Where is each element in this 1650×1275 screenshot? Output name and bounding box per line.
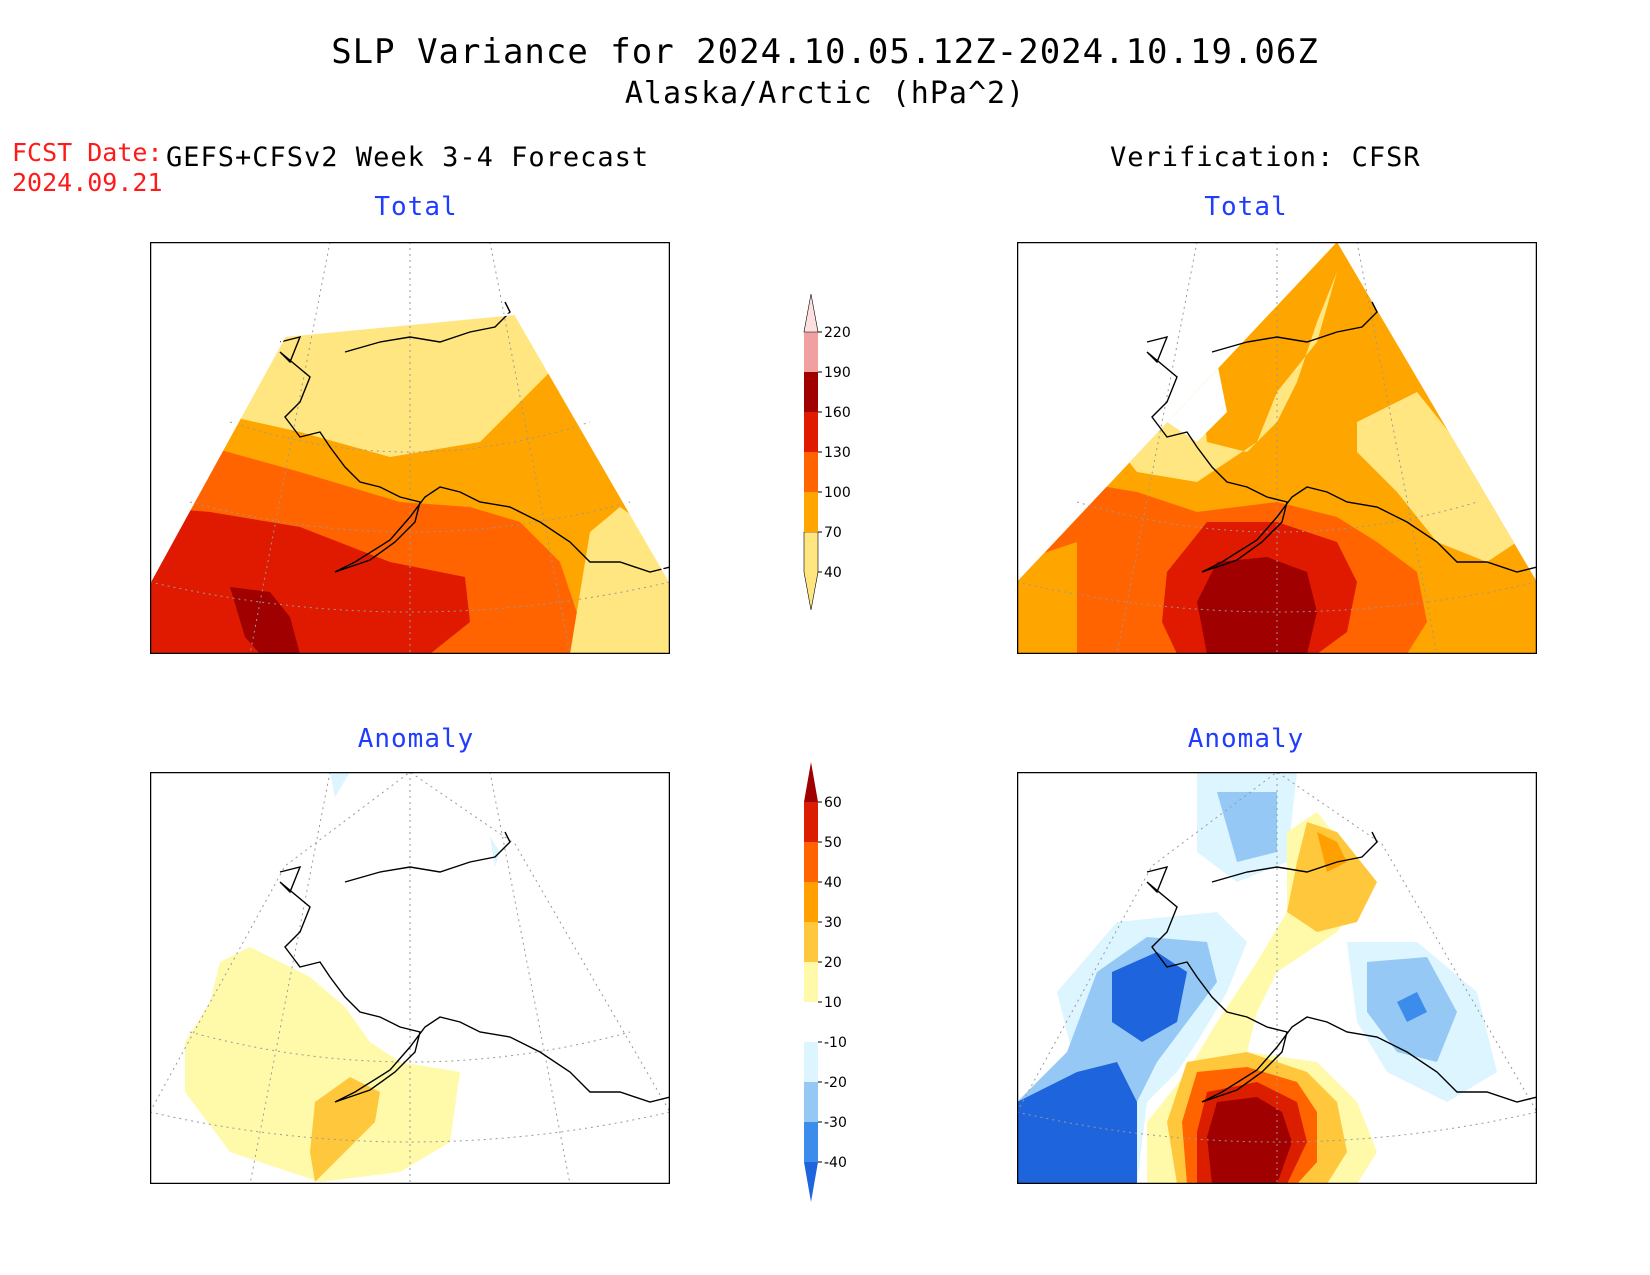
shade-10-20 — [185, 947, 460, 1182]
shade-130-160 — [150, 507, 470, 654]
forecast-anomaly-title: Anomaly — [357, 724, 475, 754]
colorbar-swatch — [804, 802, 818, 842]
shade-20-30 — [1287, 822, 1377, 932]
panel-frame — [150, 242, 670, 654]
arctic-coastline — [344, 831, 511, 883]
colorbar-swatch — [804, 922, 818, 962]
shade-neg10 — [330, 772, 350, 797]
colorbar-swatch — [804, 452, 818, 492]
colorbar-swatch — [804, 882, 818, 922]
colorbar-swatch — [804, 332, 818, 372]
shade-neg10-east — [490, 837, 500, 867]
verification-anomaly-title: Anomaly — [1187, 724, 1305, 754]
graticule — [1017, 772, 1537, 1184]
colorbar-tick-label: 40 — [824, 875, 842, 891]
shade-neg30-east — [1397, 992, 1427, 1022]
shade-40-70-east — [570, 507, 670, 654]
forecast-total-title: Total — [374, 192, 458, 222]
shade-neg20-north — [1217, 792, 1277, 862]
shade-neg30 — [1112, 952, 1187, 1042]
colorbar-tick-label: 10 — [824, 995, 842, 1011]
fcst-date-value: 2024.09.21 — [12, 168, 163, 197]
shade-neg40 — [1017, 1062, 1137, 1184]
colorbar-tick-label: 220 — [824, 325, 851, 341]
colorbar-swatch — [804, 412, 818, 452]
colorbar-tick-label: 20 — [824, 955, 842, 971]
shade-40-70-east — [1357, 392, 1517, 562]
arctic-coastline — [1211, 831, 1378, 883]
colorbar-tick-label: 30 — [824, 915, 842, 931]
shade-160-190 — [230, 587, 300, 654]
colorbar-swatch — [804, 762, 818, 802]
verification-total-map — [1017, 242, 1537, 654]
colorbar-tick-label: -20 — [824, 1075, 847, 1091]
alaska-coastline — [279, 865, 670, 1103]
alaska-coastline — [1146, 335, 1537, 573]
colorbar-swatch — [804, 962, 818, 1002]
colorbar-tick-label: -10 — [824, 1035, 847, 1051]
graticule — [150, 772, 670, 1184]
forecast-model-label: GEFS+CFSv2 Week 3-4 Forecast — [166, 142, 650, 173]
colorbar-tick-label: 100 — [824, 485, 851, 501]
shade-20-30 — [310, 1077, 380, 1182]
colorbar-swatch — [803, 293, 819, 333]
colorbar-tick-label: 40 — [824, 565, 842, 581]
verification-total-title: Total — [1204, 192, 1288, 222]
colorbar-swatch — [804, 372, 818, 412]
graticule — [1017, 242, 1537, 654]
colorbar-tick-label: 70 — [824, 525, 842, 541]
verification-anomaly-map — [1017, 772, 1537, 1184]
colorbar-swatch — [803, 531, 819, 611]
colorbar-swatch — [804, 842, 818, 882]
panel-frame — [1017, 772, 1537, 1184]
alaska-coastline — [1146, 865, 1537, 1103]
panel-frame — [150, 772, 670, 1184]
total-colorbar: 40 70 100 130 160 190 220 — [800, 284, 870, 618]
fcst-date-label: FCST Date: — [12, 138, 163, 167]
shade-70-100-west — [1017, 542, 1077, 654]
shade-60-plus — [1207, 1097, 1292, 1184]
forecast-total-map — [150, 242, 670, 654]
shade-160-190 — [1197, 557, 1317, 654]
anomaly-colorbar: -40 -30 -20 -10 10 20 30 40 50 60 — [800, 758, 870, 1212]
colorbar-swatch — [804, 1122, 818, 1162]
forecast-anomaly-map — [150, 772, 670, 1184]
colorbar-tick-label: 60 — [824, 795, 842, 811]
projection-edge — [150, 312, 670, 583]
colorbar-tick-label: 50 — [824, 835, 842, 851]
chart-title: SLP Variance for 2024.10.05.12Z-2024.10.… — [331, 32, 1319, 72]
shade-40-70 — [150, 314, 550, 457]
colorbar-swatch — [804, 1002, 818, 1042]
colorbar-tick-label: 160 — [824, 405, 851, 421]
colorbar-swatch — [804, 1042, 818, 1082]
colorbar-tick-label: 130 — [824, 445, 851, 461]
chart-subtitle: Alaska/Arctic (hPa^2) — [624, 76, 1026, 111]
colorbar-tick-label: -40 — [824, 1155, 847, 1171]
graticule — [150, 242, 670, 654]
colorbar-swatch — [804, 1162, 818, 1202]
arctic-coastline — [1211, 301, 1378, 353]
colorbar-tick-label: 190 — [824, 365, 851, 381]
colorbar-tick-label: -30 — [824, 1115, 847, 1131]
panel-frame — [1017, 242, 1537, 654]
colorbar-swatch — [804, 492, 818, 532]
alaska-coastline — [279, 335, 670, 573]
verification-label: Verification: CFSR — [1110, 142, 1421, 173]
colorbar-swatch — [804, 1082, 818, 1122]
